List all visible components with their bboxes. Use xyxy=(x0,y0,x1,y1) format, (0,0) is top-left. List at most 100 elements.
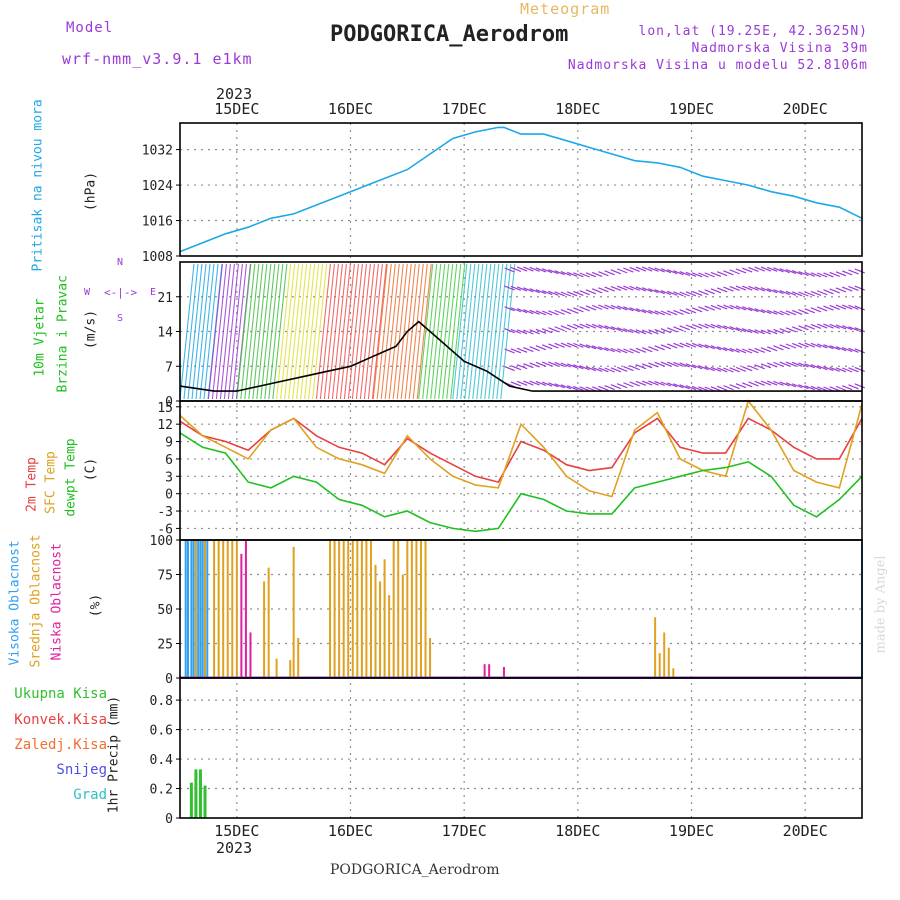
wind-barb xyxy=(648,380,659,386)
wind-barb xyxy=(754,286,765,292)
wind-barb xyxy=(816,290,828,296)
cloud-bar xyxy=(201,540,204,678)
cloud-tick-label: 75 xyxy=(157,569,173,584)
wind-barb xyxy=(554,326,565,332)
pressure-line-0 xyxy=(179,126,863,253)
wind-barb xyxy=(685,308,697,314)
pressure-tick-label: 1032 xyxy=(142,144,173,159)
wind-barb xyxy=(623,382,634,388)
wind-barb xyxy=(798,362,809,368)
wind-barb xyxy=(779,289,790,296)
wind-barb xyxy=(548,290,559,296)
cloud-bar xyxy=(231,540,234,678)
wind-hatch xyxy=(296,263,312,400)
wind-barb xyxy=(654,289,665,295)
wind-hatch xyxy=(248,263,264,400)
cloud-bar xyxy=(667,647,670,678)
wind-hatch xyxy=(384,263,400,400)
wind-barb xyxy=(679,270,690,277)
wind-barb xyxy=(529,288,540,294)
wind-barb xyxy=(579,290,590,296)
wind-barb xyxy=(660,361,672,367)
wind-barb xyxy=(579,365,590,371)
wind-hatch xyxy=(240,263,256,400)
cloud-tick-label: 50 xyxy=(157,603,173,618)
wind-barb xyxy=(685,324,697,330)
day-label-top: 18DEC xyxy=(555,100,600,118)
wind-barb xyxy=(573,364,584,370)
wind-barb xyxy=(660,328,672,334)
wind-barb xyxy=(691,307,703,313)
wind-barb xyxy=(554,361,565,367)
wind-barb xyxy=(654,267,665,273)
wind-barb xyxy=(716,367,728,373)
wind-barb xyxy=(735,366,747,372)
wind-barb xyxy=(516,266,528,272)
elevation-text: Nadmorska Visina 39m xyxy=(691,41,868,56)
wind-barb xyxy=(673,383,684,389)
wind-barb xyxy=(629,328,640,334)
wind-barb xyxy=(804,385,815,391)
wind-barb xyxy=(729,384,740,390)
wind-barb xyxy=(635,347,647,353)
wind-barb xyxy=(673,291,684,297)
wind-hatch xyxy=(434,263,450,400)
wind-barb xyxy=(585,366,597,372)
wind-barb xyxy=(798,291,809,297)
wind-barb xyxy=(679,362,690,368)
wind-barb xyxy=(616,285,628,291)
wind-barb xyxy=(791,326,803,332)
wind-barb xyxy=(766,346,778,352)
wind-barb xyxy=(848,347,859,353)
cloud-bar xyxy=(192,540,195,678)
wind-barb xyxy=(723,367,734,373)
wind-barb xyxy=(779,381,790,387)
wind-barb xyxy=(585,323,597,329)
wind-barb xyxy=(541,381,553,387)
wind-barb xyxy=(710,323,722,329)
wind-barb xyxy=(523,266,534,272)
wind-barb xyxy=(629,266,640,272)
wind-hatch xyxy=(408,263,424,400)
wind-barb xyxy=(804,291,815,297)
wind-barb xyxy=(566,291,578,297)
wind-barb xyxy=(785,327,797,333)
wind-barb xyxy=(710,271,722,277)
cloud-bar xyxy=(424,540,427,678)
wind-barb xyxy=(648,329,659,335)
cloud-bar xyxy=(338,540,341,678)
cloud-bar xyxy=(654,617,657,678)
cloud-bar xyxy=(222,540,225,678)
wind-barb xyxy=(773,267,784,273)
wind-barb xyxy=(635,286,647,292)
wind-barb xyxy=(604,385,615,391)
wind-barb xyxy=(504,306,515,312)
wind-barb xyxy=(735,348,747,354)
wind-barb xyxy=(710,288,722,294)
wind-barb xyxy=(604,325,615,331)
cloud-bar xyxy=(297,637,300,678)
wind-barb xyxy=(835,287,847,293)
wind-barb xyxy=(510,266,522,272)
wind-hatch xyxy=(327,263,343,400)
cloud-bar xyxy=(658,653,661,678)
precip-bar xyxy=(194,769,198,818)
wind-barb xyxy=(623,285,634,291)
wind-barb xyxy=(716,346,728,352)
precip-tick-label: 0.6 xyxy=(150,724,173,739)
cloud-bar xyxy=(663,632,666,678)
wind-barb xyxy=(598,287,609,293)
cloud-bar xyxy=(235,540,238,678)
wind-barb xyxy=(791,361,803,367)
wind-barb xyxy=(679,309,690,315)
wind-barb xyxy=(760,287,772,293)
wind-barb xyxy=(785,361,797,367)
cloud-bar xyxy=(356,540,359,678)
wind-barb xyxy=(741,348,753,354)
wind-barb xyxy=(760,329,772,335)
wind-barb xyxy=(810,385,822,391)
wind-barb xyxy=(716,304,728,310)
wind-hatch xyxy=(343,263,359,400)
pressure-tick-label: 1024 xyxy=(142,179,173,194)
wind-barb xyxy=(842,367,853,373)
